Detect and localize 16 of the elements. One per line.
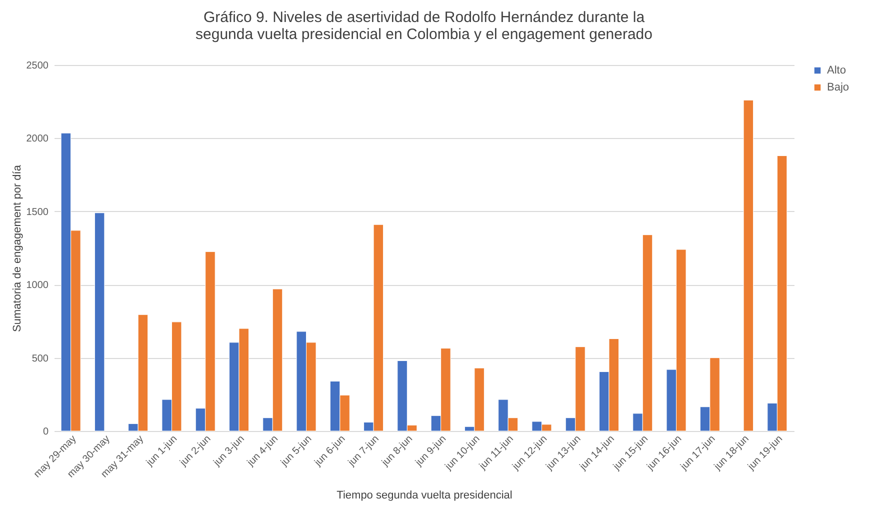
y-tick-label: 1500 [26, 206, 49, 218]
bar [94, 212, 105, 432]
bar [743, 100, 754, 432]
legend-label: Bajo [827, 82, 850, 94]
y-tick-label: 500 [32, 353, 49, 364]
x-axis-title: Tiempo segunda vuelta presidencial [336, 489, 512, 502]
legend-label: Alto [827, 64, 846, 76]
chart-title: Gráfico 9. Niveles de asertividad de Rodolfo Hernández durante la segunda vuelta presidencial en Colombia y el engagement generado [196, 9, 652, 43]
y-tick-label: 0 [42, 426, 49, 438]
x-tick-label: jun 7-jun [346, 434, 382, 470]
y-tick-label: 2000 [26, 134, 49, 145]
x-tick-label: jun 6-jun [312, 434, 348, 470]
x-tick-label: jun 4-jun [244, 434, 280, 470]
y-axis-title: Sumatoria de engagement por día [11, 164, 24, 332]
y-tick-label: 1000 [26, 280, 49, 292]
y-tick-label: 2500 [26, 60, 49, 72]
